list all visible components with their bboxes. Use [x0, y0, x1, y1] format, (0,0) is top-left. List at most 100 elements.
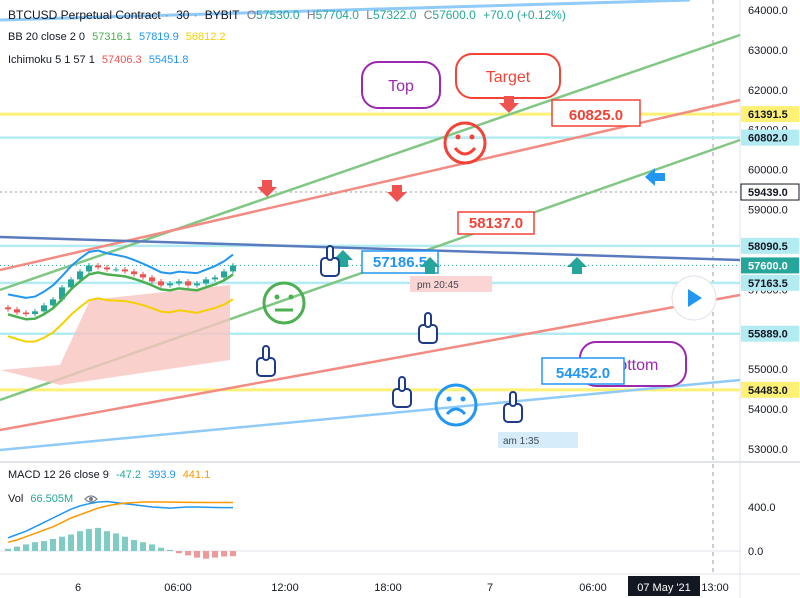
price-annotation-text: 60825.0: [569, 107, 623, 124]
trend-line-navy: [0, 235, 741, 262]
candle-body: [230, 265, 236, 272]
arrow-up-icon: [420, 257, 440, 274]
price-annotation-box: [551, 99, 641, 127]
candle-body: [14, 309, 20, 313]
trend-line-blue-bottom: [0, 378, 741, 452]
change-value: +70.0 (+0.12%): [483, 8, 566, 22]
price-annotation-text: 58137.0: [469, 215, 523, 232]
arrow-down-icon: [257, 180, 277, 197]
candle-body: [104, 267, 110, 270]
vol-value: 66.505M: [30, 493, 74, 505]
candle-body: [50, 299, 56, 306]
macd-tick-label: 400.0: [748, 502, 776, 514]
macd-hist-bar: [86, 529, 92, 551]
macd-hist-bar: [212, 551, 218, 558]
pointing-hand-icon: [320, 245, 340, 277]
price-tick-label: 54000.0: [748, 404, 788, 416]
price-tick-label: 53000.0: [748, 444, 788, 456]
candle-body: [176, 281, 182, 284]
bb-legend[interactable]: BB 20 close 2 0 57316.1 57819.9 56812.2: [8, 31, 230, 43]
macd-tick-label: 0.0: [748, 546, 763, 558]
hand-finger: [398, 376, 406, 392]
time-tick-label: 6: [75, 582, 81, 594]
macd-hist-bar: [185, 551, 191, 556]
candle-body: [32, 311, 38, 315]
callout-top-text: Top: [388, 78, 414, 95]
candle-body: [77, 271, 83, 280]
arrow-up-icon: [567, 257, 587, 274]
price-badge-label: 55889.0: [748, 329, 788, 341]
price-annotation-text: 54452.0: [556, 365, 610, 382]
macd-hist-bar: [32, 542, 38, 551]
hand-finger: [509, 391, 517, 407]
face-outline: [443, 121, 487, 165]
ichimoku-legend[interactable]: Ichimoku 5 1 57 1 57406.3 55451.8: [8, 54, 193, 66]
price-tick-label: 62000.0: [748, 85, 788, 97]
pointing-hand-icon: [392, 376, 412, 408]
bb-upper-line: [7, 249, 234, 299]
bb-lower: 56812.2: [185, 31, 226, 43]
macd-hist-bar: [194, 551, 200, 558]
candle-body: [86, 265, 92, 272]
trend-line-blue-top: [0, 0, 691, 22]
candle-body: [194, 283, 200, 286]
macd-hist-bar: [122, 536, 128, 551]
callout-bubble: [361, 61, 441, 109]
macd-hist-bar: [59, 536, 65, 551]
macd-histogram: [5, 527, 236, 559]
face-eye: [469, 134, 475, 140]
macd-hist-bar: [68, 534, 74, 551]
macd-legend[interactable]: MACD 12 26 close 9 -47.2 393.9 441.1: [8, 469, 214, 481]
price-badge: [741, 257, 799, 274]
eye-icon[interactable]: [84, 494, 99, 504]
vol-legend[interactable]: Vol 66.505M: [8, 493, 99, 505]
time-tick-label: 12:00: [271, 582, 299, 594]
time-tick-label: 7: [487, 582, 493, 594]
interval: 30: [176, 8, 190, 22]
low-value: 57322.0: [372, 8, 417, 22]
price-badge: [741, 129, 799, 146]
time-annotation-text: am 1:35: [503, 436, 540, 447]
candle-body: [5, 307, 11, 310]
price-badge-label: 57600.0: [748, 260, 788, 272]
pointing-hand-icon: [418, 312, 438, 344]
face-eye: [455, 134, 461, 140]
time-cursor-label: 07 May '21: [637, 582, 690, 594]
price-annotation-text: 57186.5: [373, 254, 427, 271]
bb-basis-line: [7, 271, 234, 321]
face-mouth: [453, 146, 477, 156]
price-badge-label: 59439.0: [748, 187, 788, 199]
play-triangle: [688, 289, 702, 307]
face-outline: [434, 383, 478, 427]
candle-body: [113, 269, 119, 271]
hand-finger: [326, 245, 334, 261]
time-tick-label: 13:00: [701, 582, 729, 594]
low-label: L: [366, 8, 373, 22]
pointing-hand-icon: [256, 345, 276, 377]
macd-hist-bar: [203, 551, 209, 559]
price-annotation-box: [457, 211, 535, 235]
macd-hist-bar: [95, 527, 101, 551]
macd-hist-bar: [41, 541, 47, 551]
macd-hist-bar: [50, 538, 56, 551]
ichimoku-label: Ichimoku 5 1 57 1: [8, 54, 95, 66]
ichimoku-v2: 55451.8: [148, 54, 189, 66]
close-label: C: [423, 8, 433, 22]
price-tick-label: 59000.0: [748, 205, 788, 217]
macd-signal-line: [7, 501, 234, 543]
candle-body: [203, 279, 209, 284]
time-annotation-bg: [498, 432, 578, 448]
price-badge: [741, 106, 799, 123]
close-value: 57600.0: [432, 8, 476, 22]
bb-basis: 57316.1: [92, 31, 132, 43]
macd-hist: -47.2: [115, 469, 142, 481]
time-annotation-bg: [410, 276, 492, 292]
candle-body: [140, 274, 146, 278]
bb-upper: 57819.9: [138, 31, 179, 43]
neutral-face-icon: [262, 281, 306, 325]
macd-hist-bar: [158, 547, 164, 551]
face-eye: [288, 294, 294, 300]
price-tick-label: 64000.0: [748, 5, 788, 17]
